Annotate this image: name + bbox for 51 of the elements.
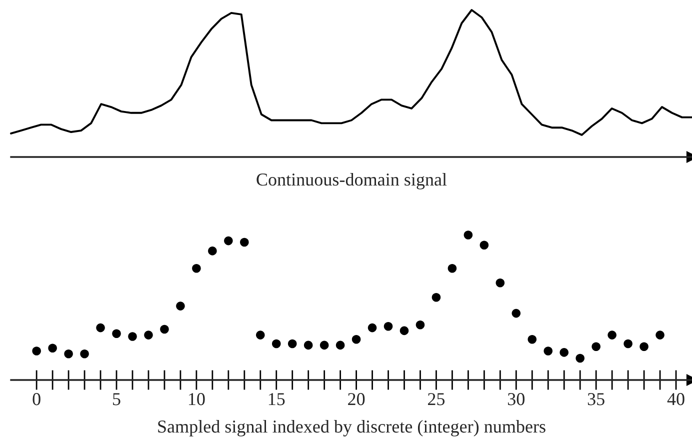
point bbox=[240, 238, 249, 247]
x-tick-label: 5 bbox=[113, 393, 120, 406]
point bbox=[384, 322, 393, 331]
x-tick-label: 40 bbox=[667, 393, 684, 406]
x-axis-title: Sampled signal indexed by discrete (integer) numbers bbox=[158, 420, 546, 436]
point bbox=[416, 320, 425, 330]
point bbox=[368, 323, 377, 332]
point bbox=[544, 346, 553, 356]
point bbox=[48, 344, 57, 352]
point bbox=[96, 323, 105, 332]
point bbox=[640, 342, 648, 352]
point bbox=[400, 326, 409, 336]
point bbox=[512, 308, 521, 318]
point bbox=[192, 264, 201, 273]
point bbox=[224, 236, 233, 246]
point bbox=[272, 339, 281, 348]
x-axis-title: Continuous-domain signal bbox=[256, 172, 447, 190]
point bbox=[464, 230, 473, 240]
x-tick-label: 20 bbox=[348, 393, 365, 406]
point bbox=[304, 340, 313, 350]
point bbox=[656, 330, 664, 340]
point bbox=[624, 339, 632, 348]
point bbox=[560, 348, 569, 357]
point bbox=[480, 240, 489, 250]
point bbox=[592, 342, 600, 352]
point bbox=[496, 278, 505, 288]
x-tick-label: 15 bbox=[268, 393, 285, 406]
point bbox=[256, 330, 265, 340]
point bbox=[144, 330, 153, 340]
point bbox=[288, 339, 297, 348]
x-tick-label: 0 bbox=[32, 393, 40, 406]
point bbox=[432, 292, 441, 302]
point bbox=[448, 264, 457, 273]
point bbox=[608, 330, 616, 340]
point bbox=[352, 335, 361, 344]
point bbox=[528, 335, 537, 344]
point bbox=[176, 302, 185, 310]
point bbox=[64, 350, 73, 358]
point bbox=[112, 329, 121, 338]
point bbox=[32, 346, 41, 356]
point bbox=[160, 324, 169, 334]
point bbox=[128, 332, 137, 341]
point bbox=[320, 340, 329, 350]
point bbox=[80, 350, 89, 358]
x-tick-label: 35 bbox=[588, 393, 604, 406]
point bbox=[208, 246, 217, 256]
point bbox=[576, 354, 584, 363]
point bbox=[336, 340, 345, 350]
x-tick-label: 25 bbox=[428, 393, 445, 406]
x-tick-label: 10 bbox=[188, 393, 205, 406]
x-tick-label: 30 bbox=[508, 393, 524, 406]
